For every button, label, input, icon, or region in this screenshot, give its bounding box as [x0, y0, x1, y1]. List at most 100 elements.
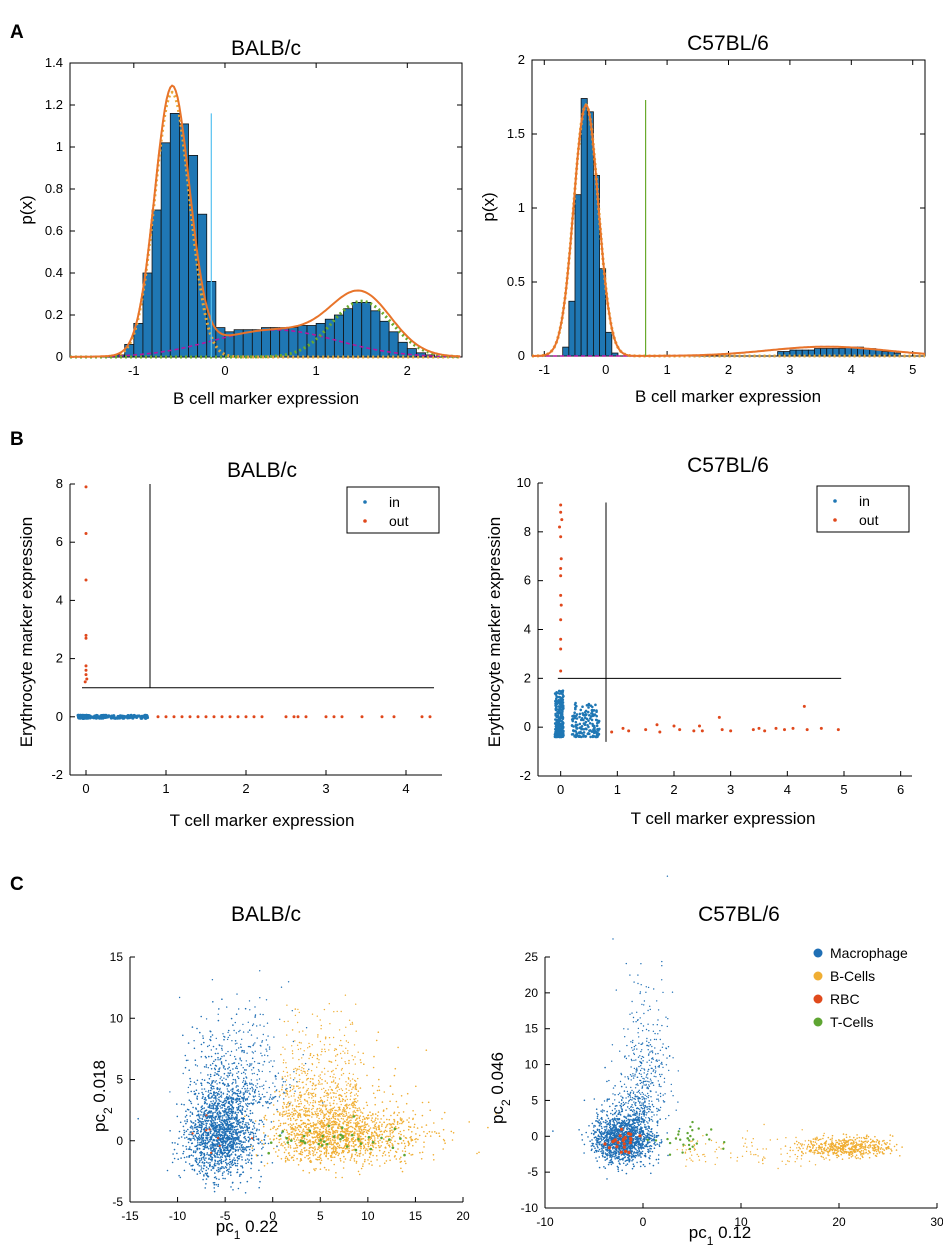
- out-point: [559, 637, 563, 641]
- pca-point: [250, 1119, 253, 1121]
- pca-point: [332, 1069, 334, 1072]
- pca-point: [344, 1110, 346, 1112]
- pca-point: [246, 1077, 248, 1079]
- pca-point: [285, 1089, 287, 1092]
- pca-point: [385, 1125, 388, 1127]
- pca-point: [240, 1111, 242, 1114]
- pca-point: [391, 1144, 394, 1147]
- pca-point: [213, 1107, 215, 1110]
- pca-point: [225, 1059, 227, 1062]
- pca-point: [298, 1058, 300, 1061]
- pca-point: [307, 1088, 309, 1090]
- pca-point: [307, 1127, 310, 1129]
- pca-point: [235, 1149, 237, 1152]
- pca-point: [302, 1169, 305, 1172]
- pca-point: [200, 1106, 203, 1108]
- pca-point: [218, 1120, 221, 1122]
- pca-point: [373, 1055, 375, 1058]
- pca-point: [313, 1133, 316, 1135]
- pca-point: [343, 1155, 345, 1158]
- pca-point: [241, 1049, 243, 1052]
- pca-point: [285, 1095, 287, 1097]
- pca-point: [442, 1138, 445, 1141]
- in-point: [591, 714, 595, 718]
- pca-point: [345, 1140, 347, 1143]
- pca-point: [346, 1118, 349, 1121]
- pca-point: [216, 1169, 218, 1172]
- histogram-bar: [397, 341, 408, 358]
- pca-point: [344, 1131, 346, 1133]
- pca-point: [222, 1127, 224, 1130]
- pca-point: [341, 1098, 344, 1100]
- pca-point: [395, 1100, 398, 1103]
- pca-point: [227, 1128, 230, 1130]
- pca-point: [388, 1123, 391, 1125]
- pca-point: [410, 1138, 413, 1140]
- x-tick-label: 0: [269, 1209, 276, 1223]
- pca-point: [324, 1080, 327, 1082]
- out-point: [621, 726, 625, 730]
- pca-point: [319, 1168, 322, 1170]
- out-point: [655, 723, 659, 727]
- pca-point: [286, 1103, 288, 1106]
- pca-point: [263, 1084, 265, 1086]
- pca-point: [337, 1110, 339, 1112]
- pca-point: [407, 1141, 410, 1144]
- pca-point: [303, 1125, 306, 1128]
- pca-point: [218, 1096, 220, 1099]
- pca-point: [358, 1107, 361, 1109]
- pca-point: [285, 1066, 287, 1069]
- pca-point: [206, 1112, 209, 1114]
- pca-point: [244, 1087, 246, 1090]
- pca-point: [258, 1062, 261, 1065]
- pca-point: [206, 1153, 208, 1156]
- pca-point: [219, 1067, 221, 1069]
- pca-point: [322, 1105, 324, 1108]
- pca-point: [330, 1061, 333, 1063]
- pca-point: [198, 1134, 201, 1136]
- pca-point: [281, 1078, 283, 1080]
- pca-point: [238, 1119, 241, 1121]
- pca-point: [353, 1106, 355, 1109]
- y-tick-label: 0: [56, 709, 63, 724]
- pca-point: [191, 1168, 194, 1171]
- pca-point: [230, 1163, 233, 1165]
- pca-point: [319, 1077, 322, 1079]
- out-point: [559, 557, 563, 561]
- y-label-value: 0.018: [90, 1060, 109, 1107]
- pca-point: [320, 1054, 322, 1056]
- pca-point: [277, 1125, 280, 1128]
- pca-point: [245, 1139, 248, 1141]
- pca-point: [217, 1107, 219, 1110]
- pca-point: [316, 1110, 318, 1112]
- pca-point: [209, 1145, 211, 1147]
- pca-point: [190, 1125, 193, 1127]
- legend-label-in: in: [389, 494, 400, 510]
- pca-point: [294, 1100, 296, 1102]
- pca-point: [213, 1187, 215, 1189]
- pca-point: [227, 1076, 229, 1078]
- pca-point: [346, 1084, 348, 1086]
- pca-point: [315, 1087, 317, 1090]
- pca-point: [217, 1149, 220, 1152]
- in-point: [556, 730, 560, 734]
- pca-point: [233, 1162, 236, 1164]
- pca-point: [260, 1052, 262, 1055]
- pca-point: [363, 1124, 366, 1126]
- pca-point: [211, 1080, 213, 1082]
- pca-point: [325, 1151, 328, 1154]
- pca-point: [215, 1065, 218, 1067]
- pca-point: [258, 1095, 260, 1098]
- pca-point: [295, 1139, 298, 1141]
- pca-point: [335, 1067, 337, 1070]
- pca-point: [411, 1139, 414, 1141]
- pca-point: [294, 1142, 297, 1145]
- pca-point: [254, 1120, 257, 1122]
- out-point: [392, 715, 396, 719]
- pca-point: [301, 1067, 303, 1069]
- pca-point: [195, 1145, 197, 1148]
- pca-point: [333, 1073, 335, 1076]
- pca-point: [219, 1147, 221, 1149]
- pca-point: [324, 1048, 326, 1051]
- pca-point: [402, 1111, 405, 1113]
